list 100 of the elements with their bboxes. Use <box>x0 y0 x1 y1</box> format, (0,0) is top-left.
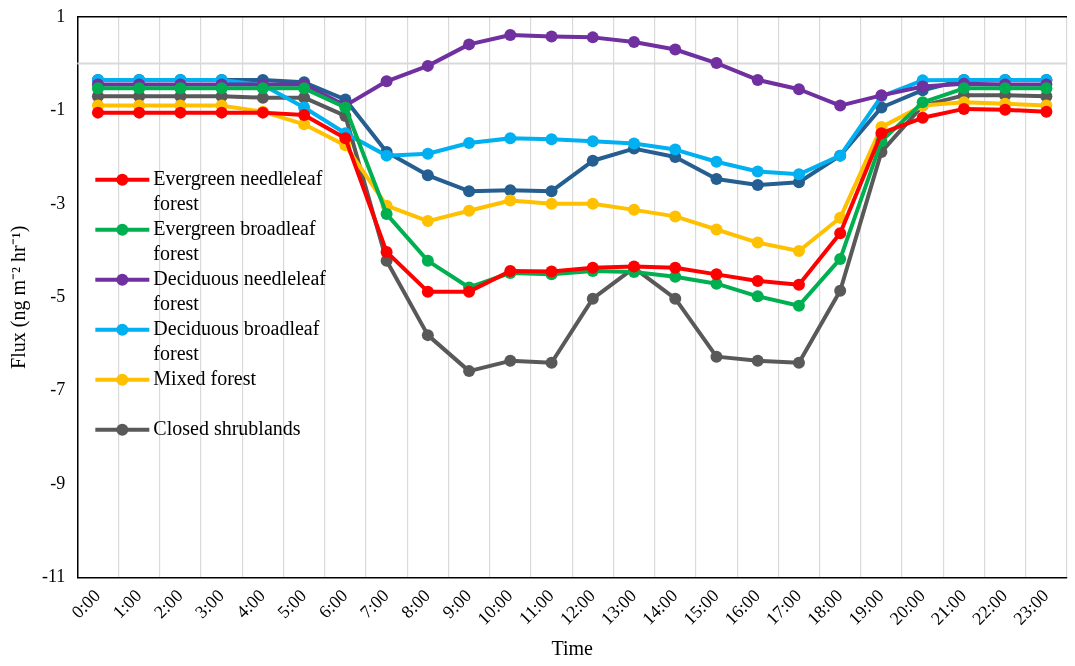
point <box>504 29 517 42</box>
point <box>875 127 888 140</box>
point <box>421 59 434 72</box>
point <box>174 82 187 95</box>
x-tick-label: 5:00 <box>273 585 311 623</box>
point <box>586 261 599 274</box>
point <box>91 82 104 95</box>
point <box>751 179 764 192</box>
point <box>751 274 764 287</box>
point <box>380 208 393 221</box>
point <box>133 106 146 119</box>
point <box>215 82 228 95</box>
x-tick-label: 9:00 <box>438 585 476 623</box>
legend-label: Evergreen broadleaf forest <box>153 217 316 265</box>
point <box>545 185 558 198</box>
point <box>669 261 682 274</box>
point <box>957 102 970 115</box>
point <box>545 356 558 369</box>
point <box>834 99 847 112</box>
point <box>545 133 558 146</box>
y-tick-label: -3 <box>50 192 66 213</box>
legend-label: Closed shrublands <box>153 417 301 440</box>
point <box>751 290 764 303</box>
point <box>463 204 476 217</box>
point <box>463 285 476 298</box>
point <box>545 30 558 43</box>
y-tick-label: -1 <box>50 99 66 120</box>
point <box>298 82 311 95</box>
legend-label: Evergreen needleleaf forest <box>153 167 323 215</box>
legend-label: Deciduous broadleaf forest <box>153 317 320 365</box>
y-tick-label: -7 <box>50 379 66 400</box>
point <box>628 137 641 150</box>
point <box>298 108 311 121</box>
point <box>339 132 352 145</box>
point <box>504 132 517 145</box>
point <box>421 215 434 228</box>
point <box>421 329 434 342</box>
point <box>710 350 723 363</box>
point <box>916 80 929 93</box>
point <box>380 75 393 88</box>
point <box>586 292 599 305</box>
point <box>463 137 476 150</box>
point <box>380 245 393 258</box>
point <box>999 82 1012 95</box>
point <box>628 36 641 49</box>
y-axis-title: Flux (ng m⁻² hr⁻¹) <box>7 225 31 369</box>
legend-label: Deciduous needleleaf forest <box>153 267 327 315</box>
x-tick-label: 0:00 <box>67 585 105 623</box>
point <box>421 285 434 298</box>
point <box>834 284 847 297</box>
point <box>380 149 393 162</box>
point <box>710 57 723 70</box>
legend-label: Mixed forest <box>153 367 257 390</box>
point <box>710 155 723 168</box>
point <box>999 103 1012 116</box>
point <box>669 210 682 223</box>
x-tick-label: 4:00 <box>232 585 270 623</box>
x-tick-label: 2:00 <box>149 585 187 623</box>
y-tick-label: 1 <box>56 5 66 26</box>
point <box>834 252 847 265</box>
point <box>91 106 104 119</box>
point <box>463 38 476 51</box>
point <box>792 278 805 291</box>
y-tick-label: -9 <box>50 472 66 493</box>
x-tick-label: 3:00 <box>191 585 228 623</box>
point <box>586 31 599 44</box>
point <box>669 43 682 56</box>
y-tick-label: -11 <box>42 566 66 587</box>
point <box>463 185 476 198</box>
point <box>463 365 476 378</box>
point <box>421 169 434 182</box>
point <box>1040 82 1053 95</box>
point <box>628 203 641 216</box>
y-tick-label: -5 <box>50 286 66 306</box>
point <box>916 111 929 124</box>
point <box>669 292 682 305</box>
point <box>504 354 517 367</box>
point <box>751 165 764 178</box>
point <box>504 184 517 197</box>
point <box>751 236 764 249</box>
point <box>792 299 805 312</box>
point <box>586 135 599 148</box>
point <box>792 168 805 181</box>
point <box>957 82 970 95</box>
point <box>586 197 599 210</box>
point <box>133 82 146 95</box>
x-tick-label: 7:00 <box>355 585 393 623</box>
point <box>1040 105 1053 118</box>
point <box>174 106 187 119</box>
point <box>792 244 805 257</box>
point <box>586 154 599 167</box>
point <box>710 223 723 236</box>
x-tick-label: 6:00 <box>314 585 352 623</box>
x-tick-label: 1:00 <box>108 585 146 623</box>
point <box>669 143 682 156</box>
x-tick-label: 8:00 <box>397 585 435 623</box>
point <box>751 73 764 86</box>
point <box>504 194 517 207</box>
point <box>421 147 434 160</box>
x-axis-title: Time <box>551 637 594 660</box>
